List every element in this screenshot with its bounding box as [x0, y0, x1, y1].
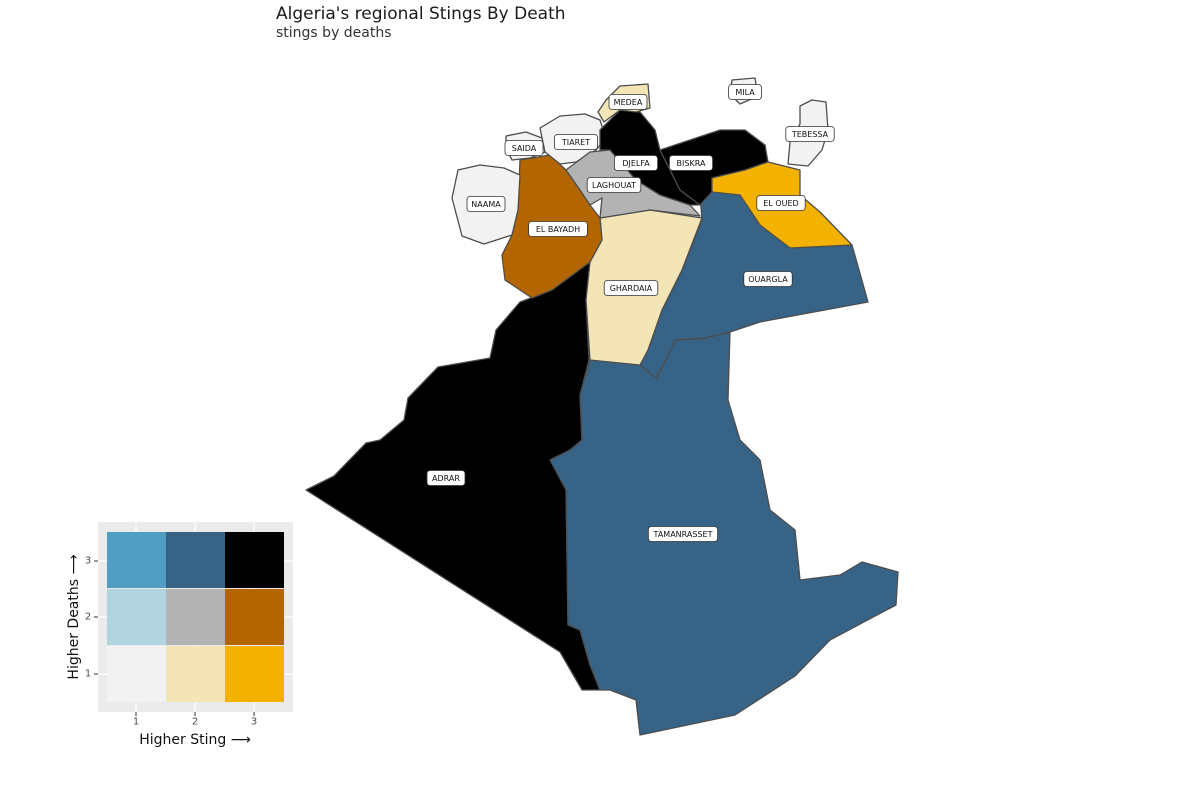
svg-text:TIARET: TIARET [561, 138, 590, 147]
legend-cell-3-3 [225, 532, 284, 588]
region-label-el-bayadh: EL BAYADH [528, 221, 588, 237]
region-label-saida: SAIDA [504, 140, 544, 156]
svg-text:LAGHOUAT: LAGHOUAT [592, 181, 636, 190]
svg-text:DJELFA: DJELFA [622, 159, 650, 168]
region-label-adrar: ADRAR [426, 470, 466, 486]
svg-text:OUARGLA: OUARGLA [748, 275, 788, 284]
legend-cell-3-2 [225, 589, 284, 645]
region-label-mila: MILA [728, 84, 762, 100]
legend-cell-2-3 [166, 532, 225, 588]
svg-text:MEDEA: MEDEA [614, 98, 643, 107]
svg-text:TAMANRASSET: TAMANRASSET [653, 530, 713, 539]
region-label-medea: MEDEA [608, 94, 648, 110]
svg-text:SAIDA: SAIDA [512, 144, 537, 153]
legend-cell-1-2 [107, 589, 166, 645]
legend-x-tick-1: 1 [133, 717, 139, 728]
region-label-laghouat: LAGHOUAT [586, 177, 642, 193]
legend-y-tick-2: 2 [85, 612, 91, 623]
legend-x-title: Higher Sting ⟶ [139, 732, 251, 748]
legend-x-tick-2: 2 [192, 717, 198, 728]
legend-cell-2-2 [166, 589, 225, 645]
legend-y-tick-3: 3 [85, 556, 91, 567]
region-label-tebessa: TEBESSA [785, 126, 835, 142]
legend-y-title: Higher Deaths ⟶ [66, 554, 82, 679]
svg-text:EL BAYADH: EL BAYADH [536, 225, 580, 234]
legend-cell-1-1 [107, 646, 166, 702]
svg-text:TEBESSA: TEBESSA [791, 130, 829, 139]
legend-y-ticks: 1 2 3 [85, 556, 98, 680]
bivariate-legend: 1 2 3 1 2 3 Higher Sting ⟶ Higher Deaths… [66, 522, 293, 748]
svg-text:BISKRA: BISKRA [677, 159, 706, 168]
region-label-tiaret: TIARET [554, 134, 599, 150]
svg-text:GHARDAIA: GHARDAIA [610, 284, 653, 293]
region-label-ghardaia: GHARDAIA [603, 280, 659, 296]
region-tamanrasset [549, 331, 899, 736]
svg-text:MILA: MILA [735, 88, 755, 97]
svg-text:NAAMA: NAAMA [471, 200, 501, 209]
svg-text:EL OUED: EL OUED [763, 199, 798, 208]
map-subtitle: stings by deaths [276, 25, 392, 41]
regions-layer [305, 77, 899, 736]
legend-cells [107, 532, 284, 702]
legend-x-ticks: 1 2 3 [133, 712, 257, 728]
labels-layer: ADRAR TAMANRASSET OUARGLA GHARDAIA EL BAYADH… [426, 84, 835, 542]
legend-x-tick-3: 3 [251, 717, 257, 728]
region-label-biskra: BISKRA [669, 155, 714, 171]
region-label-naama: NAAMA [466, 196, 506, 212]
region-label-el-oued: EL OUED [756, 195, 806, 211]
region-label-tamanrasset: TAMANRASSET [648, 526, 719, 542]
region-label-ouargla: OUARGLA [743, 271, 793, 287]
legend-cell-3-1 [225, 646, 284, 702]
region-label-djelfa: DJELFA [614, 155, 659, 171]
legend-cell-1-3 [107, 532, 166, 588]
legend-y-tick-1: 1 [85, 669, 91, 680]
map-title: Algeria's regional Stings By Death [276, 4, 566, 24]
legend-cell-2-1 [166, 646, 225, 702]
svg-text:ADRAR: ADRAR [432, 474, 460, 483]
